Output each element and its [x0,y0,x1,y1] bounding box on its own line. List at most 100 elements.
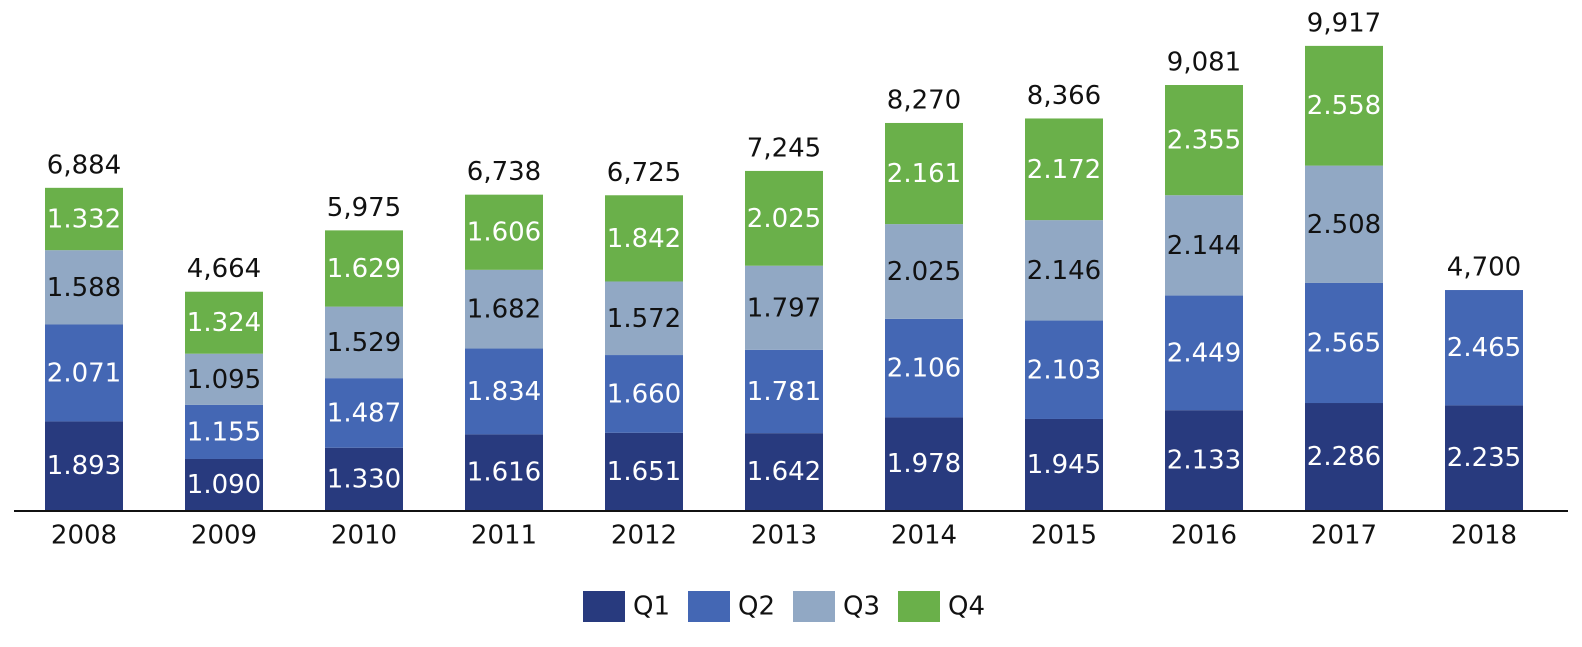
bar-segment [1305,282,1383,404]
value-label: 1.330 [327,464,401,494]
value-label: 1.893 [47,451,121,481]
legend-label: Q2 [738,592,775,622]
x-tick-label: 2012 [611,521,677,551]
bar-segment [605,195,683,282]
total-label: 5,975 [327,193,401,223]
value-label: 1.797 [747,293,821,323]
value-label: 2.558 [1307,91,1381,121]
total-label: 8,270 [887,85,961,115]
bar-segment [1025,118,1103,221]
value-label: 1.529 [327,328,401,358]
x-tick-label: 2017 [1311,521,1377,551]
total-label: 6,884 [47,150,121,180]
bar-segment [465,348,543,435]
value-label: 1.629 [327,254,401,284]
bar-segment [45,187,123,251]
bar-segment [45,250,123,325]
value-label: 2.133 [1167,446,1241,476]
legend-swatch [793,591,835,622]
bar-segment [885,122,963,225]
legend-swatch [688,591,730,622]
value-label: 2.355 [1167,126,1241,156]
value-label: 2.465 [1447,333,1521,363]
value-label: 1.572 [607,304,681,334]
bar-segment [45,421,123,510]
bar-segment [1165,410,1243,510]
bar-segment [745,433,823,510]
bar-segment [605,281,683,356]
x-tick-label: 2011 [471,521,537,551]
bar-segment [465,434,543,510]
value-label: 2.144 [1167,231,1241,261]
value-label: 2.071 [47,358,121,388]
value-label: 1.642 [747,457,821,487]
legend-label: Q3 [843,592,880,622]
legend-label: Q1 [633,592,670,622]
total-label: 6,725 [607,158,681,188]
bar-segment [465,194,543,270]
value-label: 2.103 [1027,355,1101,385]
x-tick-label: 2018 [1451,521,1517,551]
value-label: 1.978 [887,449,961,479]
legend-swatch [898,591,940,622]
bar-segment [745,170,823,266]
bar-segment [1025,220,1103,321]
value-label: 1.834 [467,377,541,407]
bar-segment [1165,85,1243,196]
x-tick-label: 2013 [751,521,817,551]
value-label: 1.588 [47,273,121,303]
value-label: 1.682 [467,295,541,325]
bar-segment [465,269,543,349]
value-label: 2.025 [887,257,961,287]
bar-segment [1305,165,1383,283]
x-tick-label: 2015 [1031,521,1097,551]
bar-segment [885,318,963,418]
value-label: 2.565 [1307,328,1381,358]
bar-segment [185,404,263,459]
bar-segment [885,417,963,510]
bar-segment [1025,320,1103,419]
legend-label: Q4 [948,592,985,622]
bar-segment [185,458,263,510]
value-label: 2.161 [887,159,961,189]
bar-segment [745,349,823,434]
value-label: 1.616 [467,458,541,488]
total-label: 6,738 [467,157,541,187]
value-label: 2.106 [887,354,961,384]
bar-segment [185,353,263,405]
value-label: 1.095 [187,365,261,395]
bar-segment [605,355,683,433]
total-label: 9,917 [1307,8,1381,38]
value-label: 1.090 [187,470,261,500]
bar-segment [885,224,963,319]
value-label: 1.660 [607,379,681,409]
bar-segment [325,230,403,307]
value-label: 1.332 [47,204,121,234]
bar-segment [1445,405,1523,510]
total-label: 9,081 [1167,48,1241,78]
bar-segment [1305,403,1383,510]
value-label: 1.651 [607,457,681,487]
value-label: 1.324 [187,308,261,338]
x-tick-label: 2014 [891,521,957,551]
total-label: 4,664 [187,254,261,284]
x-tick-label: 2008 [51,521,117,551]
x-tick-label: 2016 [1171,521,1237,551]
bar-segment [1025,418,1103,510]
value-label: 2.146 [1027,256,1101,286]
value-label: 1.155 [187,417,261,447]
x-tick-label: 2010 [331,521,397,551]
value-label: 2.508 [1307,210,1381,240]
bar-segment [325,378,403,448]
bar-segment [45,324,123,422]
bar-segment [1165,195,1243,296]
value-label: 2.286 [1307,442,1381,472]
bar-segment [1445,290,1523,406]
bar-segment [1305,45,1383,166]
value-label: 1.606 [467,218,541,248]
total-label: 4,700 [1447,253,1521,283]
total-label: 8,366 [1027,81,1101,111]
value-label: 1.842 [607,224,681,254]
bar-segment [325,447,403,510]
